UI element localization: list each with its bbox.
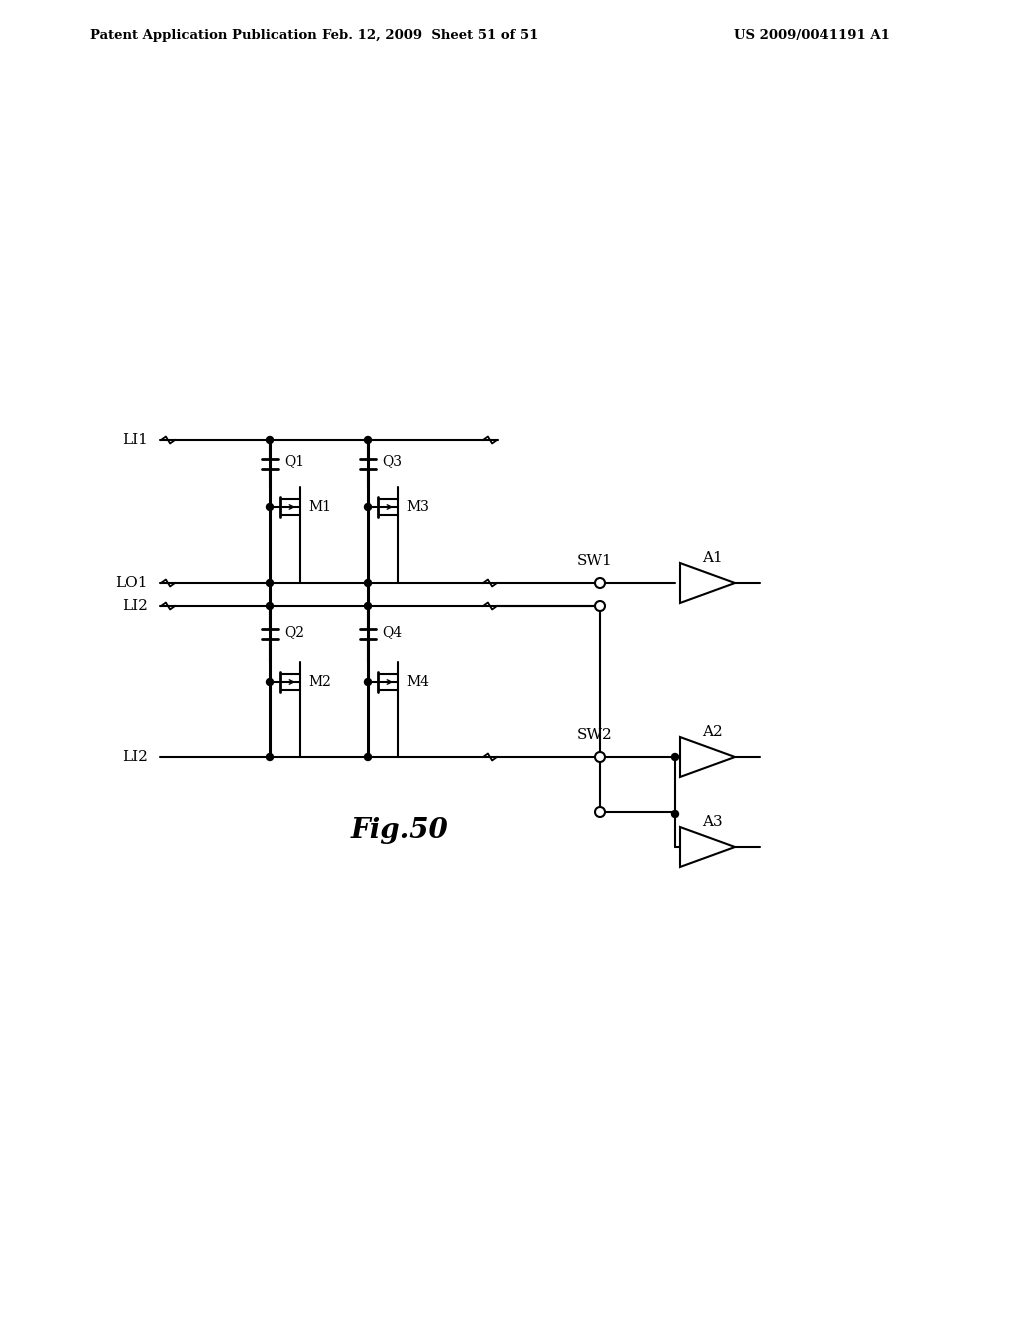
Text: A3: A3 <box>702 814 723 829</box>
Circle shape <box>266 579 273 586</box>
Circle shape <box>365 579 372 586</box>
Text: M3: M3 <box>406 500 429 513</box>
Text: Fig.50: Fig.50 <box>351 817 449 843</box>
Text: US 2009/0041191 A1: US 2009/0041191 A1 <box>734 29 890 41</box>
Circle shape <box>365 678 372 685</box>
Text: SW2: SW2 <box>578 729 613 742</box>
Text: A1: A1 <box>702 550 723 565</box>
Text: Patent Application Publication: Patent Application Publication <box>90 29 316 41</box>
Circle shape <box>365 437 372 444</box>
Text: M2: M2 <box>308 675 331 689</box>
Text: Q4: Q4 <box>382 624 402 639</box>
Circle shape <box>365 503 372 511</box>
Circle shape <box>266 503 273 511</box>
Circle shape <box>595 601 605 611</box>
Circle shape <box>266 602 273 610</box>
Circle shape <box>672 754 679 760</box>
Circle shape <box>595 578 605 587</box>
Text: A2: A2 <box>702 725 723 739</box>
Text: SW1: SW1 <box>578 554 613 568</box>
Text: Q1: Q1 <box>284 454 304 469</box>
Text: Q3: Q3 <box>382 454 402 469</box>
Text: M4: M4 <box>406 675 429 689</box>
Circle shape <box>595 752 605 762</box>
Circle shape <box>672 810 679 817</box>
Circle shape <box>365 754 372 760</box>
Text: LI2: LI2 <box>122 599 148 612</box>
Text: M1: M1 <box>308 500 331 513</box>
Text: LO1: LO1 <box>116 576 148 590</box>
Text: Feb. 12, 2009  Sheet 51 of 51: Feb. 12, 2009 Sheet 51 of 51 <box>322 29 539 41</box>
Text: LI1: LI1 <box>122 433 148 447</box>
Circle shape <box>266 754 273 760</box>
Text: Q2: Q2 <box>284 624 304 639</box>
Circle shape <box>266 437 273 444</box>
Circle shape <box>365 602 372 610</box>
Circle shape <box>266 678 273 685</box>
Circle shape <box>595 807 605 817</box>
Text: LI2: LI2 <box>122 750 148 764</box>
